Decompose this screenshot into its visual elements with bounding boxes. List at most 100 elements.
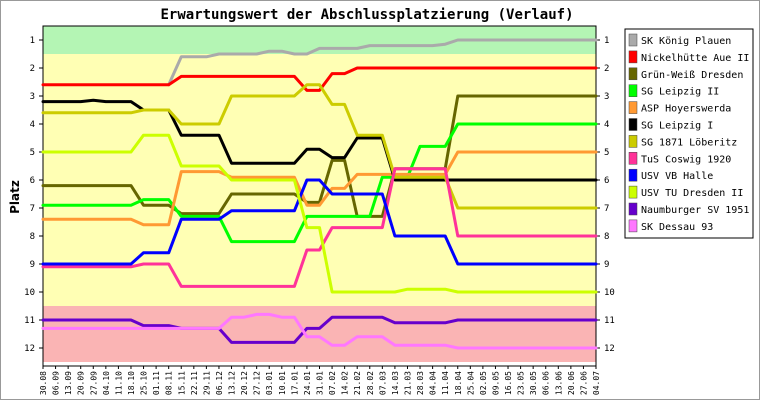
x-tick-label: 09.05 [491,371,500,395]
x-tick-label: 24.01 [303,371,312,395]
y-tick-label-left: 3 [30,92,35,102]
legend-swatch [628,185,638,199]
y-tick-label-right: 10 [604,288,615,298]
y-tick-label-left: 8 [30,232,35,242]
y-tick-label-left: 4 [30,120,35,130]
y-tick-label-right: 3 [604,92,609,102]
series-line [41,150,598,227]
y-tick-label-right: 6 [604,176,609,186]
legend-label: Nickelhütte Aue II [641,53,749,64]
x-tick-label: 30.08 [39,371,48,395]
x-tick-label: 20.06 [567,371,576,395]
legend-swatch [628,101,638,114]
zone-bands [43,26,596,362]
x-tick-label: 07.03 [378,371,387,395]
y-tick-label-left: 11 [24,316,35,326]
legend-label: TuS Coswig 1920 [641,154,731,165]
x-tick-label: 07.02 [328,371,337,395]
legend-label: SK König Plauen [641,36,731,47]
legend-label: SG 1871 Löberitz [641,137,737,148]
y-tick-label-right: 7 [604,204,609,214]
x-tick-label: 16.05 [504,371,513,395]
x-tick-label: 08.11 [165,371,174,395]
y-tick-label-right: 4 [604,120,609,130]
legend-label: ASP Hoyerswerda [641,104,731,115]
y-tick-label-left: 7 [30,204,35,214]
y-tick-label-left: 12 [24,344,35,354]
x-tick-label: 15.11 [177,371,186,395]
legend-label: SG Leipzig II [641,87,719,98]
x-tick-label: 03.01 [265,371,274,395]
legend-box [624,28,754,239]
legend: SK König Plauen Nickelhütte Aue II Grün-We… [624,28,754,239]
legend-swatch [628,202,638,216]
y-tick-label-left: 10 [24,288,35,298]
y-tick-label-right: 1 [604,36,609,46]
x-tick-label: 18.10 [127,371,136,395]
y-tick-label-left: 2 [30,64,35,74]
legend-swatch [628,135,638,148]
x-tick-label: 25.04 [466,371,475,395]
legend-label: SK Dessau 93 [641,222,713,233]
legend-label: Naumburger SV 1951 [641,205,749,216]
y-tick-label-right: 2 [604,64,609,74]
x-tick-label: 20.12 [240,371,249,395]
x-tick-label: 11.04 [441,371,450,395]
x-tick-label: 14.02 [341,371,350,395]
x-tick-label: 17.01 [290,371,299,395]
y-tick-label-left: 5 [30,148,35,158]
x-tick-label: 23.05 [517,371,526,395]
series-line [41,94,598,218]
legend-swatch [628,33,638,47]
y-tick-label-left: 6 [30,176,35,186]
x-tick-label: 10.01 [278,371,287,395]
legend-swatch [628,168,638,182]
series-line [41,167,598,288]
x-tick-label: 29.11 [202,371,211,395]
x-tick-label: 27.12 [253,371,262,395]
x-tick-label: 06.09 [52,371,61,395]
x-tick-label: 04.04 [429,371,438,395]
series-line [167,38,598,87]
legend-swatch [628,118,638,131]
x-tick-label: 20.09 [77,371,86,395]
series-line [41,66,598,92]
series-line [41,315,598,344]
y-tick-label-right: 9 [604,260,609,270]
x-tick-label: 21.02 [353,371,362,395]
legend-swatch [628,219,638,233]
chart-title: Erwartungswert der Abschlussplatzierung … [160,7,573,23]
y-tick-label-right: 11 [604,316,615,326]
x-tick-label: 13.12 [228,371,237,395]
x-tick-label: 13.09 [64,371,73,395]
y-tick-label-left: 1 [30,36,35,46]
x-tick-label: 02.05 [479,371,488,395]
legend-swatch [628,84,638,97]
x-tick-label: 04.10 [102,371,111,395]
x-tick-label: 25.10 [140,371,149,395]
x-tick-label: 13.06 [554,371,563,395]
legend-swatch [628,67,638,81]
series-line [41,178,598,266]
x-tick-label: 21.03 [403,371,412,395]
series-line [41,83,598,210]
x-tick-label: 01.11 [152,371,161,395]
x-tick-label: 28.03 [416,371,425,395]
x-tick-label: 30.05 [529,371,538,395]
series-lines [41,38,598,350]
x-tick-label: 18.04 [454,371,463,395]
x-tick-label: 28.02 [366,371,375,395]
x-tick-label: 04.07 [592,371,601,395]
x-tick-label: 27.06 [579,371,588,395]
series-line [41,312,598,350]
legend-label: SG Leipzig I [641,121,713,132]
legend-swatch [628,152,638,165]
series-line [41,98,598,182]
y-tick-label-right: 12 [604,344,615,354]
series-line [41,122,598,244]
zone-band [43,306,596,362]
y-tick-label-right: 5 [604,148,609,158]
